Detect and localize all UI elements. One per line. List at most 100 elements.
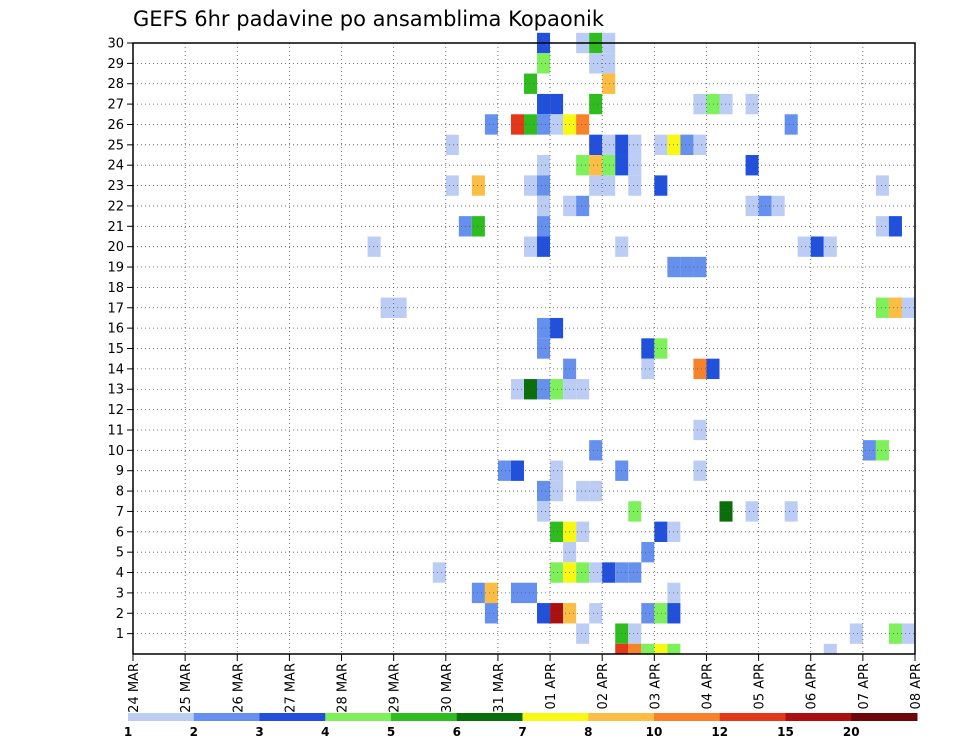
y-tick-label: 15: [107, 342, 124, 357]
y-tick-label: 9: [116, 464, 124, 479]
y-tick-label: 22: [107, 199, 124, 214]
legend-label: 4: [321, 725, 329, 739]
x-tick-label: 07 APR: [857, 663, 872, 709]
heatmap-cell: [641, 603, 655, 624]
heatmap-cell: [641, 541, 655, 563]
y-tick-label: 27: [107, 98, 124, 113]
heatmap-cell: [745, 93, 759, 115]
heatmap-cell: [589, 134, 603, 156]
heatmap-cell: [537, 338, 551, 359]
x-tick-label: 24 MAR: [127, 663, 142, 713]
y-tick-label: 25: [107, 138, 124, 153]
heatmap-cell: [524, 175, 538, 196]
heatmap-cell: [576, 623, 590, 644]
heatmap-cell: [602, 155, 616, 176]
y-axis: 1234567891011121314151617181920212223242…: [107, 37, 133, 642]
heatmap-cell: [641, 358, 655, 380]
x-tick-label: 28 MAR: [336, 663, 351, 713]
legend-swatch: [785, 713, 852, 721]
legend-label: 20: [843, 725, 860, 739]
heatmap-cell: [589, 53, 603, 74]
x-tick-label: 05 APR: [753, 663, 768, 709]
x-tick-label: 04 APR: [700, 663, 715, 709]
heatmap-cells: [367, 32, 915, 654]
color-legend: 1 2 3 4 5 6 7 8 10 12 15 20: [124, 713, 918, 739]
heatmap-cell: [589, 440, 603, 461]
heatmap-cell: [445, 134, 459, 156]
y-tick-label: 28: [107, 77, 124, 92]
x-tick-label: 29 MAR: [388, 663, 403, 713]
y-tick-label: 30: [107, 37, 124, 52]
legend-swatch: [588, 713, 655, 721]
y-tick-label: 26: [107, 118, 124, 133]
y-tick-label: 14: [107, 362, 124, 377]
heatmap-cell: [693, 460, 707, 481]
legend-swatch: [128, 713, 195, 721]
heatmap-cell: [524, 73, 538, 94]
heatmap-cell: [745, 501, 759, 522]
heatmap-cell: [888, 297, 902, 318]
heatmap-cell: [589, 93, 603, 115]
heatmap-cell: [628, 134, 642, 156]
y-tick-label: 6: [116, 525, 124, 540]
heatmap-cell: [602, 562, 616, 583]
legend-label: 12: [711, 725, 728, 739]
heatmap-cell: [628, 562, 642, 583]
heatmap-cell: [628, 155, 642, 176]
legend-label: 10: [646, 725, 663, 739]
heatmap-cell: [550, 562, 564, 583]
x-tick-label: 27 MAR: [283, 663, 298, 713]
heatmap-cell: [693, 134, 707, 156]
heatmap-cell: [719, 501, 733, 522]
heatmap-cell: [550, 317, 564, 339]
heatmap-cell: [550, 460, 564, 481]
legend-swatch: [325, 713, 392, 721]
heatmap-cell: [784, 501, 798, 522]
x-tick-label: 26 MAR: [231, 663, 246, 713]
y-tick-label: 21: [107, 220, 124, 235]
heatmap-cell: [367, 236, 381, 257]
legend-label: 7: [518, 725, 526, 739]
y-tick-label: 23: [107, 179, 124, 194]
heatmap-cell: [875, 440, 889, 461]
heatmap-cell: [380, 297, 394, 318]
legend-swatch: [719, 713, 786, 721]
heatmap-cell: [471, 175, 485, 196]
y-tick-label: 17: [107, 301, 124, 316]
heatmap-cell: [628, 623, 642, 644]
heatmap-cell: [589, 175, 603, 196]
heatmap-cell: [537, 480, 551, 502]
heatmap-cell: [602, 134, 616, 156]
heatmap-cell: [550, 603, 564, 624]
heatmap-cell: [524, 582, 538, 604]
heatmap-cell: [576, 480, 590, 502]
heatmap-cell: [537, 195, 551, 217]
heatmap-cell: [589, 562, 603, 583]
y-tick-label: 12: [107, 403, 124, 418]
heatmap-cell: [615, 643, 629, 654]
x-tick-label: 02 APR: [596, 663, 611, 709]
legend-label: 2: [190, 725, 198, 739]
legend-label: 15: [777, 725, 794, 739]
heatmap-cell: [576, 195, 590, 217]
heatmap-cell: [589, 155, 603, 176]
heatmap-cell: [602, 53, 616, 74]
heatmap-cell: [537, 114, 551, 135]
legend-swatch: [391, 713, 458, 721]
x-tick-label: 06 APR: [805, 663, 820, 709]
legend-swatch: [522, 713, 589, 721]
y-tick-label: 11: [107, 423, 124, 438]
heatmap-cell: [693, 93, 707, 115]
heatmap-cell: [823, 643, 837, 654]
heatmap-cell: [849, 623, 863, 644]
heatmap-cell: [641, 643, 655, 654]
heatmap-cell: [537, 175, 551, 196]
legend-label: 5: [387, 725, 395, 739]
legend-swatch: [654, 713, 721, 721]
heatmap-cell: [823, 236, 837, 257]
x-tick-label: 25 MAR: [179, 663, 194, 713]
heatmap-cell: [745, 195, 759, 217]
heatmap-cell: [393, 297, 407, 318]
heatmap-cell: [654, 521, 668, 542]
y-tick-label: 18: [107, 281, 124, 296]
